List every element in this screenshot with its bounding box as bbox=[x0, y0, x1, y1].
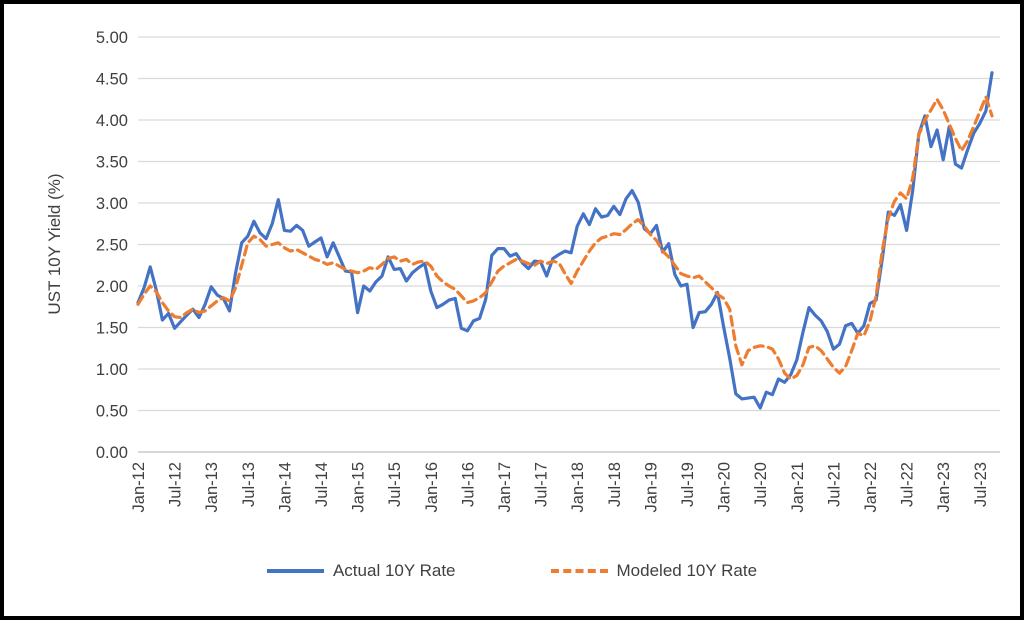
x-tick-label: Jul-13 bbox=[240, 462, 258, 507]
actual-series-line bbox=[136, 71, 994, 410]
x-tick-label: Jan-15 bbox=[350, 462, 368, 512]
legend-label-actual: Actual 10Y Rate bbox=[332, 561, 456, 580]
legend-label-modeled: Modeled 10Y Rate bbox=[616, 561, 758, 580]
x-tick-label: Jan-19 bbox=[642, 462, 660, 512]
x-tick-label: Jul-20 bbox=[752, 462, 770, 507]
y-tick-label: 5.00 bbox=[96, 29, 128, 47]
y-tick-label: 4.00 bbox=[96, 112, 128, 130]
x-tick-label: Jan-20 bbox=[716, 462, 734, 512]
y-tick-label: 2.00 bbox=[96, 278, 128, 296]
x-tick-label: Jan-22 bbox=[862, 462, 880, 512]
modeled-series-line bbox=[136, 95, 994, 381]
x-tick-label: Jul-22 bbox=[899, 462, 917, 507]
y-axis-title: UST 10Y Yield (%) bbox=[45, 173, 64, 315]
modeled-line-swatch bbox=[550, 569, 608, 573]
x-tick-label: Jan-12 bbox=[130, 462, 148, 512]
legend-item-actual: Actual 10Y Rate bbox=[266, 561, 456, 581]
y-tick-label: 3.00 bbox=[96, 195, 128, 213]
x-tick-label: Jan-16 bbox=[423, 462, 441, 512]
chart-legend: Actual 10Y Rate Modeled 10Y Rate bbox=[4, 561, 1020, 581]
yield-chart-svg: 0.00 0.50 1.00 1.50 2.00 2.50 3.00 3.50 4.00 4.50… bbox=[96, 29, 1000, 512]
x-tick-label: Jul-15 bbox=[386, 462, 404, 507]
x-tick-label: Jul-14 bbox=[313, 462, 331, 507]
x-tick-label: Jan-23 bbox=[935, 462, 953, 512]
legend-item-modeled: Modeled 10Y Rate bbox=[550, 561, 758, 581]
x-tick-label: Jul-16 bbox=[459, 462, 477, 507]
x-tick-label: Jan-17 bbox=[496, 462, 514, 512]
y-tick-label: 0.50 bbox=[96, 403, 128, 421]
y-tick-label: 0.00 bbox=[96, 444, 128, 462]
x-tick-label: Jul-19 bbox=[679, 462, 697, 507]
actual-line-swatch bbox=[266, 569, 324, 573]
x-tick-label: Jul-18 bbox=[606, 462, 624, 507]
x-tick-label: Jul-21 bbox=[825, 462, 843, 507]
y-tick-label: 1.50 bbox=[96, 320, 128, 338]
x-tick-label: Jan-21 bbox=[789, 462, 807, 512]
x-tick-label: Jan-14 bbox=[276, 462, 294, 512]
y-tick-label: 2.50 bbox=[96, 237, 128, 255]
y-tick-label: 3.50 bbox=[96, 154, 128, 172]
y-tick-label: 1.00 bbox=[96, 361, 128, 379]
y-tick-label: 4.50 bbox=[96, 71, 128, 89]
x-tick-label: Jul-17 bbox=[533, 462, 551, 507]
x-tick-label: Jan-18 bbox=[569, 462, 587, 512]
x-tick-label: Jan-13 bbox=[203, 462, 221, 512]
x-tick-label: Jul-12 bbox=[167, 462, 185, 507]
x-tick-label: Jul-23 bbox=[972, 462, 990, 507]
